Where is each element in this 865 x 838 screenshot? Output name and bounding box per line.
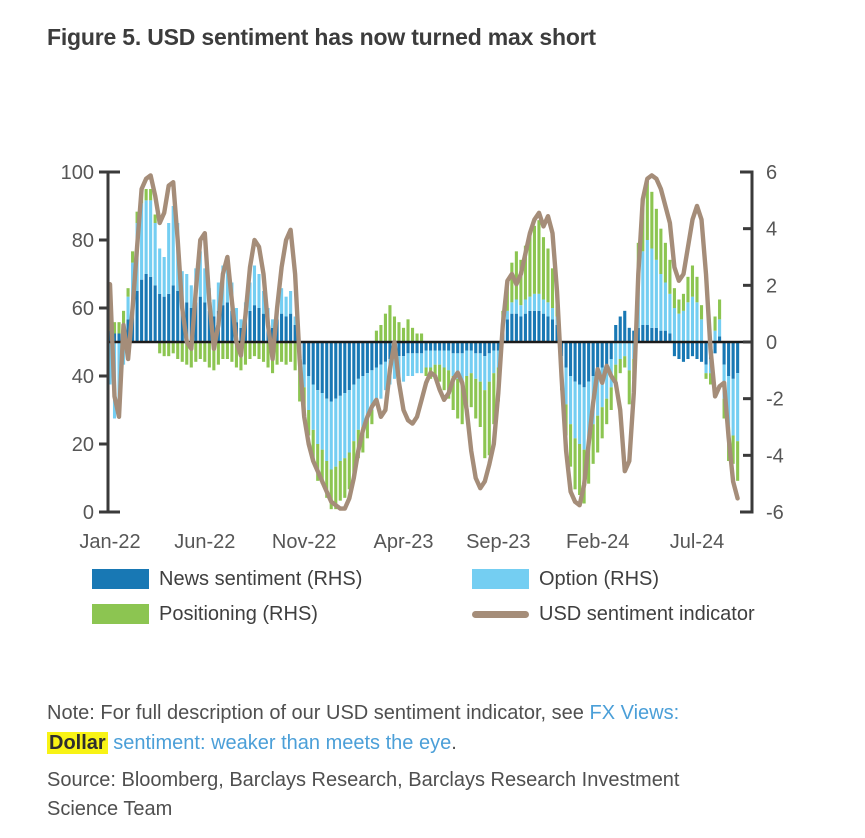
right-axis-tick-label: 4 xyxy=(766,219,777,241)
note-suffix: . xyxy=(451,732,457,754)
legend-item-positioning: Positioning (RHS) xyxy=(92,601,318,627)
news-sentiment-swatch-icon xyxy=(92,569,149,589)
positioning-swatch-icon xyxy=(92,604,149,624)
left-axis-tick-label: 40 xyxy=(72,366,94,388)
source-line-2: Science Team xyxy=(47,798,173,820)
option-swatch-icon xyxy=(472,569,529,589)
source-text: Source: Bloomberg, Barclays Research, Ba… xyxy=(47,766,847,824)
left-axis-tick-label: 100 xyxy=(61,162,94,184)
left-axis-tick-label: 0 xyxy=(83,502,94,524)
legend-label: Option (RHS) xyxy=(539,567,660,590)
left-axis-tick-label: 20 xyxy=(72,434,94,456)
legend-label: Positioning (RHS) xyxy=(159,602,318,625)
right-axis-tick-label: -2 xyxy=(766,389,784,411)
source-line-1: Source: Bloomberg, Barclays Research, Ba… xyxy=(47,769,680,791)
right-axis-tick-label: -4 xyxy=(766,445,784,467)
right-axis-tick-label: 6 xyxy=(766,162,777,184)
note-link-sentiment-article[interactable]: sentiment: weaker than meets the eye xyxy=(113,732,452,754)
x-axis-tick-label: Jan-22 xyxy=(79,531,140,553)
right-axis-tick-label: 0 xyxy=(766,332,777,354)
usd-sentiment-chart: 0 20 40 60 80 100 -6 -4 -2 0 2 4 6 Jan-22 Jun-22 Nov-22… xyxy=(61,162,784,553)
legend-item-option: Option (RHS) xyxy=(472,566,659,592)
left-axis-tick-label: 60 xyxy=(72,298,94,320)
sentiment-bars xyxy=(108,177,740,510)
note-link-fx-views[interactable]: FX Views: xyxy=(589,702,680,724)
note-prefix: Note: For full description of our USD se… xyxy=(47,702,590,724)
left-axis-tick-label: 80 xyxy=(72,230,94,252)
x-axis-tick-label: Jul-24 xyxy=(670,531,724,553)
x-axis-tick-label: Jun-22 xyxy=(174,531,235,553)
legend-label: USD sentiment indicator xyxy=(539,602,755,625)
right-axis-tick-label: -6 xyxy=(766,502,784,524)
x-axis-tick-label: Sep-23 xyxy=(466,531,531,553)
usd-sentiment-line-swatch-icon xyxy=(472,610,529,618)
note-text: Note: For full description of our USD se… xyxy=(47,698,837,758)
legend-item-news-sentiment: News sentiment (RHS) xyxy=(92,566,362,592)
x-axis-tick-label: Apr-23 xyxy=(373,531,433,553)
legend-item-usd-sentiment-indicator: USD sentiment indicator xyxy=(472,601,755,627)
legend-label: News sentiment (RHS) xyxy=(159,567,363,590)
figure-title: Figure 5. USD sentiment has now turned m… xyxy=(47,24,596,50)
usd-sentiment-line xyxy=(107,173,740,511)
note-highlight-dollar: Dollar xyxy=(47,732,108,754)
x-axis-tick-label: Feb-24 xyxy=(566,531,629,553)
right-axis-tick-label: 2 xyxy=(766,275,777,297)
x-axis-tick-label: Nov-22 xyxy=(272,531,336,553)
